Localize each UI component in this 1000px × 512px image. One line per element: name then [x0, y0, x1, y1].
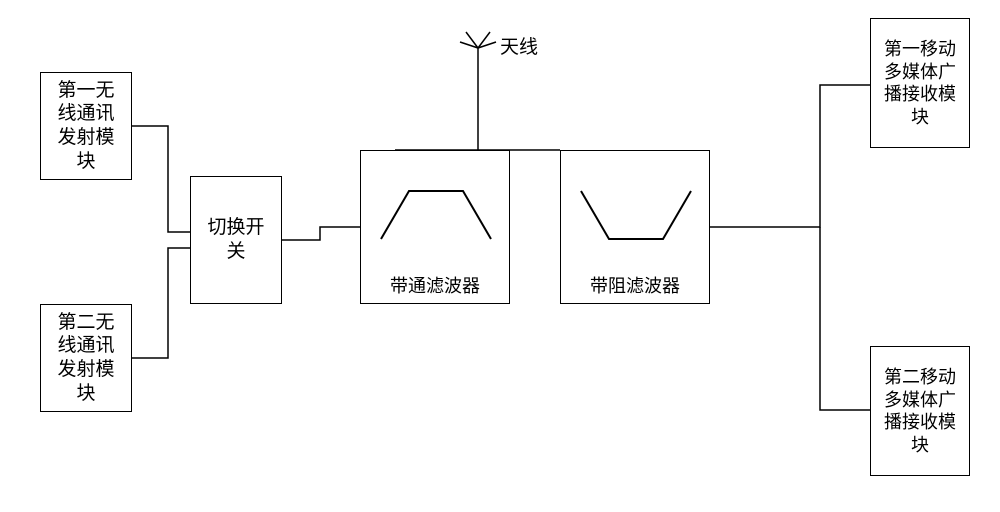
rx1-module-box: 第一移动多媒体广播接收模块 [870, 18, 970, 148]
rx1-module-label: 第一移动多媒体广播接收模块 [881, 38, 959, 128]
bandpass-filter-box: 带通滤波器 [360, 150, 510, 304]
tx1-module-label: 第一无线通讯发射模块 [50, 79, 122, 174]
rx2-module-box: 第二移动多媒体广播接收模块 [870, 346, 970, 476]
antenna-label: 天线 [500, 32, 538, 59]
tx2-module-label: 第二无线通讯发射模块 [50, 311, 122, 406]
rx2-module-label: 第二移动多媒体广播接收模块 [881, 366, 959, 456]
tx2-module-box: 第二无线通讯发射模块 [40, 304, 132, 412]
bandpass-filter-label: 带通滤波器 [361, 275, 509, 298]
bandstop-filter-label: 带阻滤波器 [561, 275, 709, 298]
switch-box: 切换开关 [190, 176, 282, 304]
diagram-stage: 天线 第一无线通讯发射模块 第二无线通讯发射模块 切换开关 带通滤波器 带阻滤波… [0, 0, 1000, 512]
tx1-module-box: 第一无线通讯发射模块 [40, 72, 132, 180]
switch-label: 切换开关 [200, 216, 272, 264]
bandstop-filter-box: 带阻滤波器 [560, 150, 710, 304]
